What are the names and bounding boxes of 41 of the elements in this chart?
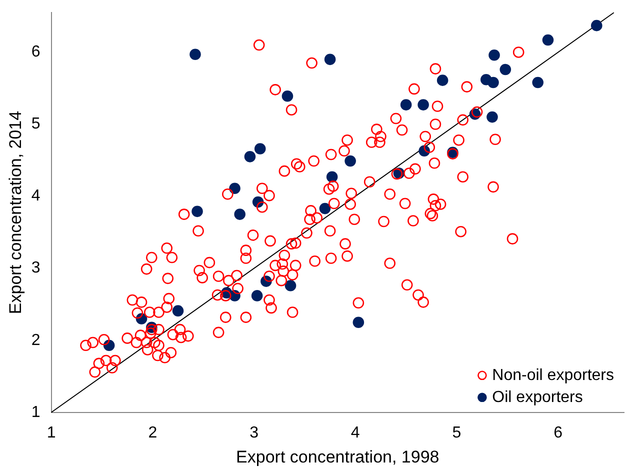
x-tick-label: 5 [452, 424, 462, 442]
point [244, 151, 256, 162]
point [344, 155, 356, 167]
point [234, 208, 246, 220]
point [400, 99, 412, 110]
point [436, 74, 448, 86]
legend-label: Non-oil exporters [492, 366, 614, 384]
point [229, 182, 240, 194]
point [488, 76, 499, 88]
y-axis-title: Export concentration, 2014 [6, 110, 25, 314]
point [418, 99, 429, 110]
point [488, 49, 500, 61]
point [326, 171, 338, 182]
point [190, 48, 201, 60]
point [500, 64, 512, 76]
y-tick-label: 1 [31, 404, 40, 421]
point [319, 202, 331, 214]
x-tick-label: 4 [350, 424, 360, 442]
point [251, 290, 263, 302]
point [486, 111, 498, 123]
point [352, 316, 364, 328]
point [172, 305, 184, 316]
y-tick-label: 3 [31, 260, 40, 277]
point [192, 206, 203, 218]
y-tick-label: 5 [31, 116, 40, 133]
point [254, 143, 266, 154]
point [284, 280, 296, 292]
x-tick-label: 3 [250, 424, 259, 442]
point [282, 90, 294, 102]
y-tick-label: 4 [31, 188, 40, 205]
point [532, 76, 544, 88]
y-tick-label: 6 [31, 44, 40, 61]
y-tick-label: 2 [31, 332, 40, 349]
x-axis-title: Export concentration, 1998 [236, 447, 440, 466]
point [324, 54, 336, 66]
x-tick-label: 1 [46, 424, 56, 442]
point [542, 34, 554, 46]
point [590, 20, 602, 32]
x-tick-label: 2 [148, 424, 158, 442]
x-tick-label: 6 [554, 424, 563, 442]
legend-label: Oil exporters [492, 388, 583, 406]
